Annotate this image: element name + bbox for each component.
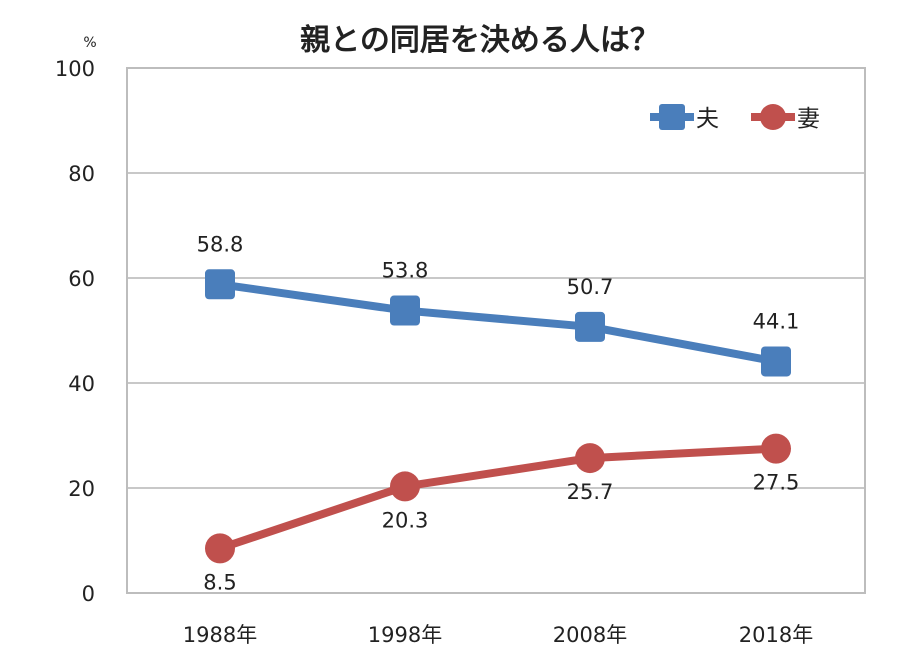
x-tick-label: 2018年 (739, 623, 813, 647)
data-point-square (390, 295, 420, 326)
data-point-circle (390, 471, 420, 502)
data-point-circle (575, 443, 605, 474)
data-label: 53.8 (382, 259, 429, 283)
data-label: 44.1 (753, 309, 800, 333)
data-label: 25.7 (567, 480, 614, 504)
x-tick-label: 2008年 (553, 623, 627, 647)
y-tick-label: 80 (68, 162, 95, 186)
legend-marker-circle (760, 104, 786, 130)
chart-title: 親との同居を決める人は？ (300, 23, 660, 58)
data-label: 20.3 (382, 508, 429, 532)
y-axis-unit: % (83, 35, 96, 51)
data-point-square (575, 311, 605, 342)
data-label: 8.5 (203, 570, 236, 594)
series-line-0 (219, 280, 777, 366)
data-point-circle (205, 533, 235, 564)
x-tick-label: 1988年 (183, 623, 257, 647)
plot-area-border (126, 67, 866, 594)
legend-marker-square (659, 104, 685, 130)
y-tick-label: 20 (68, 477, 95, 501)
y-tick-label: 40 (68, 372, 95, 396)
y-tick-label: 0 (82, 582, 95, 606)
legend-label: 妻 (797, 106, 820, 132)
x-tick-label: 1998年 (368, 623, 442, 647)
series-line-1 (218, 444, 777, 553)
data-label: 58.8 (197, 232, 244, 256)
y-tick-label: 60 (68, 267, 95, 291)
data-label: 27.5 (753, 471, 800, 495)
data-point-square (761, 346, 791, 377)
data-label: 50.7 (567, 275, 614, 299)
data-point-square (205, 269, 235, 300)
legend-label: 夫 (696, 106, 719, 132)
y-tick-label: 100 (55, 57, 95, 81)
data-point-circle (761, 433, 791, 464)
